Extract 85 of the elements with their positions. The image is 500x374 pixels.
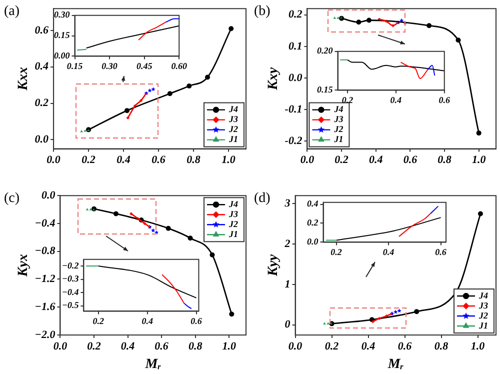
x-tick-label: 0.4	[382, 246, 395, 257]
y-tick-label: 0.30	[54, 10, 70, 20]
y-tick-label: 0.00	[54, 50, 70, 61]
x-tick-label: 0.30	[102, 60, 118, 71]
chart-title: (a)	[4, 4, 20, 20]
x-tick-label: 0.6	[435, 246, 447, 257]
x-tick-label: 0.45	[136, 60, 153, 71]
x-tick-label: 0.2	[92, 316, 105, 326]
legend-label: J2	[333, 124, 344, 134]
x-tick-label: 0.8	[438, 154, 452, 166]
x-tick-label: 0.2	[82, 154, 96, 166]
legend-label: J1	[333, 134, 344, 144]
x-tick-label: 0.2	[330, 246, 342, 257]
legend-label: J2	[478, 310, 488, 320]
y-tick-label: 0.15	[54, 30, 70, 40]
y-tick-label: −0.4	[34, 217, 56, 230]
x-tick-label: 0.4	[390, 94, 402, 105]
x-tick-label: 0.6	[398, 340, 412, 352]
legend-label: J2	[228, 218, 238, 229]
y-tick-label: 1	[284, 278, 290, 290]
y-tick-label: -0.1	[284, 103, 302, 116]
y-tick-label: 0.0	[307, 236, 319, 247]
y-tick-label: −0.2	[62, 260, 80, 270]
y-axis-title: Kxy	[266, 66, 282, 91]
legend-label: J4	[228, 104, 238, 114]
x-tick-label: 1.0	[470, 340, 486, 352]
x-tick-label: 0.4	[361, 340, 376, 352]
x-tick-label: 0.4	[368, 154, 384, 166]
chart-title: (b)	[254, 4, 270, 20]
y-tick-label: 0.0	[41, 189, 56, 202]
y-tick-label: 0	[284, 318, 291, 331]
x-axis-title: Mᵣ	[144, 357, 162, 372]
y-tick-label: −1.2	[34, 273, 56, 286]
x-tick-label: 0.4	[116, 154, 131, 166]
y-tick-label: −2.0	[34, 328, 56, 341]
x-tick-label: 0.8	[434, 340, 449, 352]
legend-label: J3	[333, 114, 344, 124]
legend-label: J1	[228, 134, 238, 144]
y-tick-label: 2	[284, 238, 291, 250]
y-tick-label: −0.4	[62, 286, 80, 297]
y-axis-title: Kyx	[16, 254, 32, 278]
x-tick-label: 0.2	[342, 94, 354, 105]
y-tick-label: −0.3	[62, 274, 80, 284]
x-tick-label: 0.6	[154, 340, 169, 352]
x-axis-title: Mᵣ	[386, 357, 404, 372]
x-tick-label: 0.2	[334, 154, 349, 166]
legend-label: J4	[478, 290, 488, 300]
legend-label: J3	[228, 208, 238, 219]
x-tick-label: 0.6	[403, 154, 418, 166]
x-tick-label: 0.4	[120, 340, 136, 352]
y-tick-label: 0.20	[317, 46, 334, 56]
y-tick-label: 0.2	[307, 218, 319, 228]
legend-label: J2	[228, 124, 238, 134]
y-tick-label: 0.6	[34, 24, 50, 36]
x-tick-label: 0.4	[142, 316, 154, 326]
legend-label: J3	[478, 300, 488, 310]
x-tick-label: 0.60	[171, 60, 188, 71]
x-tick-label: 1.0	[222, 340, 236, 352]
y-tick-label: -0.2	[284, 134, 303, 147]
x-tick-label: 0.6	[152, 154, 166, 166]
x-tick-label: 0.8	[188, 340, 203, 352]
x-tick-label: 0.8	[186, 154, 201, 166]
legend-label: J1	[228, 228, 238, 239]
y-tick-label: −0.5	[62, 300, 80, 310]
y-axis-title: Kyy	[266, 254, 282, 278]
y-tick-label: 0.1	[288, 40, 302, 52]
x-tick-label: 0.6	[438, 94, 450, 105]
legend-label: J4	[228, 198, 238, 209]
y-tick-label: 0.2	[288, 8, 303, 21]
legend-label: J3	[228, 114, 238, 124]
y-tick-label: −1.6	[34, 300, 56, 313]
legend-label: J4	[333, 104, 344, 114]
y-tick-label: 3	[284, 198, 291, 210]
legend-label: J1	[478, 320, 488, 330]
y-axis-title: Kxx	[16, 67, 32, 92]
x-tick-label: 0.6	[190, 316, 202, 326]
y-tick-label: 0.0	[288, 72, 303, 84]
chart-title: (d)	[254, 191, 270, 207]
y-tick-label: 0.4	[307, 198, 319, 209]
x-tick-label: 1.0	[222, 154, 236, 166]
chart-title: (c)	[4, 191, 20, 207]
y-tick-label: −0.8	[34, 245, 56, 258]
x-tick-label: 1.0	[472, 154, 486, 166]
y-tick-label: 0.0	[34, 134, 50, 146]
x-tick-label: 0.2	[87, 340, 102, 352]
